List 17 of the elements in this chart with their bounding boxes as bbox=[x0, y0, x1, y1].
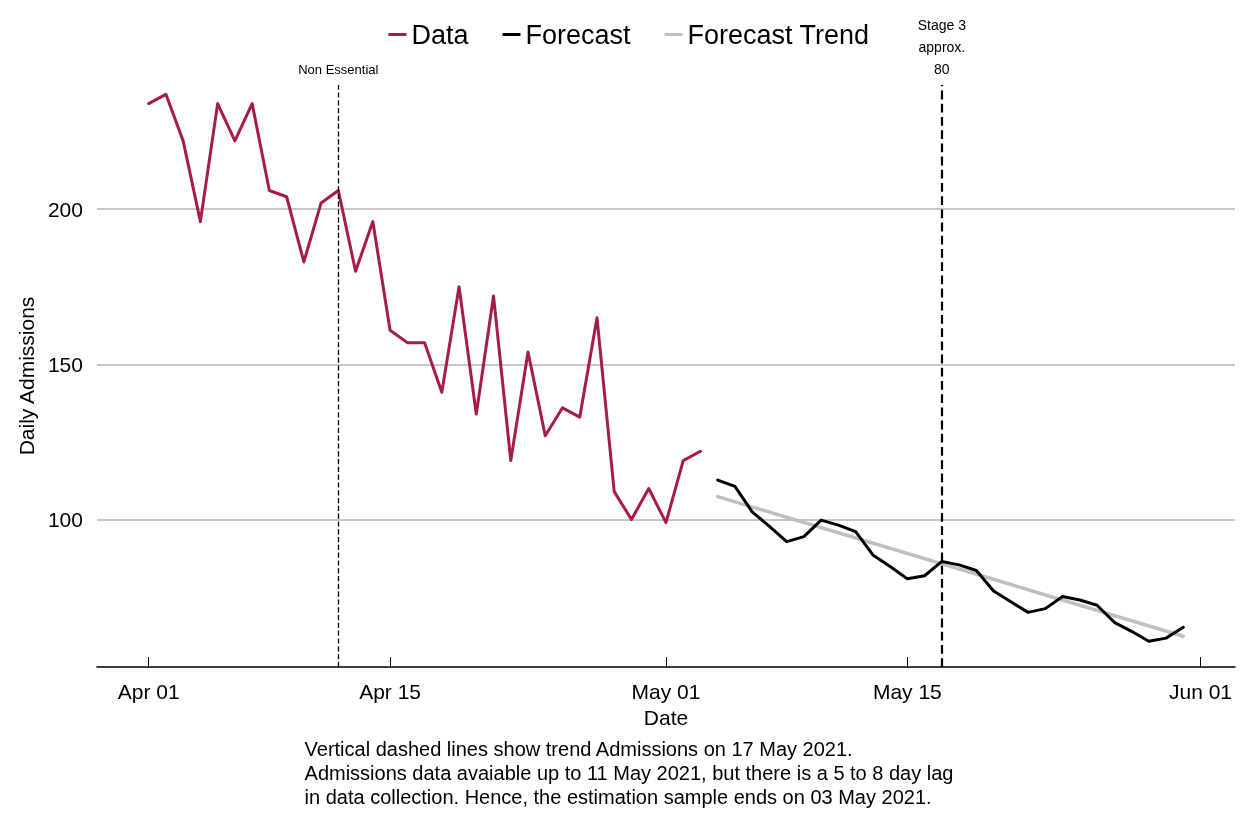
legend-label: Data bbox=[411, 19, 470, 50]
legend-label: Forecast Trend bbox=[687, 19, 870, 50]
y-tick-label: 100 bbox=[47, 508, 83, 532]
x-axis-title: Date bbox=[643, 705, 689, 729]
text: Vertical dashed lines show trend Admissions on 17 May 2021. Admissions data avaiable up to 11 May 2021, but there is a 5 to 8 day lag in data collection. Hence, the estimation sample ends on 03 May 2021. bbox=[304, 738, 954, 808]
x-tick-label: May 15 bbox=[872, 680, 942, 703]
legend-label: Forecast bbox=[525, 19, 631, 50]
x-tick-label: Apr 15 bbox=[359, 680, 422, 703]
ref-line-label: Stage 3 approx. 80 bbox=[917, 17, 967, 77]
y-axis-title: Daily Admissions bbox=[15, 296, 38, 456]
x-tick-label: Jun 01 bbox=[1168, 680, 1233, 703]
line-series bbox=[147, 92, 702, 525]
ref-line-label: Non Essential bbox=[298, 61, 379, 77]
x-tick-label: May 01 bbox=[631, 680, 701, 703]
x-tick-label: Apr 01 bbox=[117, 680, 180, 703]
y-tick-label: 200 bbox=[47, 197, 83, 221]
y-tick-label: 150 bbox=[47, 352, 83, 376]
